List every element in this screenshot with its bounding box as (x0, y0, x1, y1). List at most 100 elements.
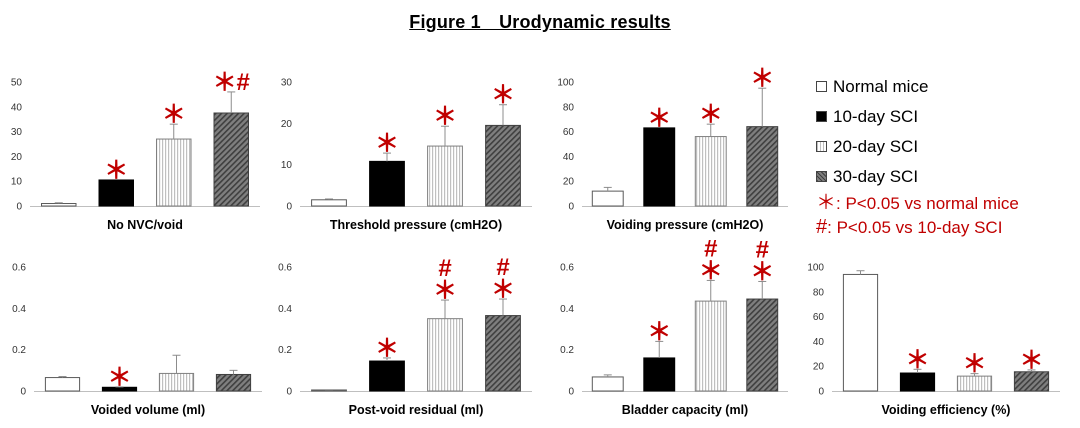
bar-chart-3: 0 20 40 60 80 100 ＊ ＊ ＊ Voiding pressure (cmH2O) (557, 65, 788, 232)
y-tick-label: 100 (557, 78, 574, 89)
legend-item-20-day-sci: 20-day SCI (816, 136, 1076, 158)
bar-30-day-sci (1013, 371, 1050, 392)
y-tick-label: 0.4 (278, 304, 292, 315)
significance-mark: ＊ (375, 335, 399, 362)
y-tick-label: 50 (11, 78, 23, 89)
y-tick-label: 20 (11, 152, 23, 163)
bar-30-day-sci (215, 373, 252, 392)
legend-label: 10-day SCI (833, 107, 919, 126)
bar-20-day-sci (427, 145, 463, 207)
y-tick-label: 100 (807, 263, 824, 274)
significance-mark: ＊ (963, 351, 987, 378)
bar-normal-mice (41, 203, 77, 207)
x-axis-label: Post-void residual (ml) (349, 403, 484, 417)
y-tick-label: 0.4 (12, 304, 26, 315)
bar-10-day-sci (369, 360, 405, 392)
significance-mark: ＊ (750, 65, 774, 92)
y-tick-label: 0.2 (278, 345, 292, 356)
y-tick-label: 0.6 (12, 263, 26, 274)
legend-label: 30-day SCI (833, 167, 919, 186)
significance-mark: ＊ (647, 318, 671, 345)
bar-normal-mice (44, 377, 81, 392)
bar-chart-4: 0 0.2 0.4 0.6 ＊ Voided volume (ml) (12, 263, 262, 417)
legend-item-normal-mice: Normal mice (816, 76, 1076, 98)
x-axis-label: Voiding efficiency (%) (882, 403, 1011, 417)
y-tick-label: 0.2 (560, 345, 574, 356)
bar-chart-7: 0 20 40 60 80 100 ＊ ＊ ＊ Voiding efficiency (%) (807, 263, 1060, 417)
x-axis-label: Threshold pressure (cmH2O) (330, 218, 502, 232)
significance-mark: # (496, 254, 509, 281)
significance-mark: ＊ (750, 258, 774, 285)
y-tick-label: 0 (568, 202, 574, 213)
significance-mark: ＊ (162, 101, 186, 128)
y-tick-label: 0 (818, 387, 824, 398)
y-tick-label: 20 (563, 177, 575, 188)
bar-10-day-sci (643, 357, 676, 392)
y-tick-label: 0.6 (560, 263, 574, 274)
significance-mark: # (756, 236, 769, 263)
legend-swatch-dark-hatch (816, 171, 827, 182)
bar-20-day-sci (694, 136, 727, 207)
y-tick-label: 10 (281, 160, 293, 171)
x-axis-label: No NVC/void (107, 218, 183, 232)
y-tick-label: 40 (11, 102, 23, 113)
bar-10-day-sci (369, 160, 405, 207)
y-tick-label: 0.4 (560, 304, 574, 315)
y-tick-label: 0.2 (12, 345, 26, 356)
hash-mark: # (816, 216, 828, 238)
y-tick-label: 30 (11, 127, 23, 138)
x-axis-label: Voided volume (ml) (91, 403, 205, 417)
y-tick-label: 20 (281, 119, 293, 130)
bar-chart-2: 0 10 20 30 ＊ ＊ ＊ Threshold pressure (cmH2O) (281, 78, 532, 232)
legend-item-10-day-sci: 10-day SCI (816, 106, 1076, 128)
figure-title: Figure 1 Urodynamic results (409, 12, 671, 32)
significance-mark: ＊ (491, 276, 515, 303)
y-tick-label: 0 (286, 202, 292, 213)
significance-mark: ＊ (433, 103, 457, 130)
bar-normal-mice (311, 199, 347, 207)
bar-30-day-sci (213, 112, 249, 207)
bar-normal-mice (842, 273, 879, 392)
legend-item-30-day-sci: 30-day SCI (816, 166, 1076, 188)
note-text: : P<0.05 vs normal mice (836, 194, 1019, 213)
significance-mark: ＊ (906, 346, 930, 373)
asterisk-mark: ＊ (816, 192, 836, 214)
significance-mark: ＊# (213, 69, 250, 96)
note-text: : P<0.05 vs 10-day SCI (827, 218, 1003, 237)
significance-note-10-day: #: P<0.05 vs 10-day SCI (816, 215, 1080, 239)
significance-mark: # (438, 255, 451, 282)
y-tick-label: 60 (563, 127, 575, 138)
significance-mark: ＊ (1020, 347, 1044, 374)
bar-10-day-sci (899, 372, 936, 392)
bar-20-day-sci (694, 300, 727, 392)
bar-30-day-sci (485, 315, 521, 392)
significance-mark: ＊ (375, 130, 399, 157)
significance-mark: ＊ (433, 277, 457, 304)
y-tick-label: 80 (563, 102, 575, 113)
y-tick-label: 0.6 (278, 263, 292, 274)
y-tick-label: 0 (16, 202, 22, 213)
y-tick-label: 20 (813, 362, 825, 373)
bar-10-day-sci (98, 179, 134, 207)
y-tick-label: 80 (813, 287, 825, 298)
significance-mark: ＊ (647, 105, 671, 132)
bar-20-day-sci (158, 372, 195, 392)
bar-30-day-sci (746, 126, 779, 207)
significance-mark: ＊ (108, 364, 132, 391)
legend-label: 20-day SCI (833, 137, 919, 156)
y-tick-label: 40 (813, 337, 825, 348)
y-tick-label: 60 (813, 312, 825, 323)
x-axis-label: Voiding pressure (cmH2O) (607, 218, 764, 232)
bar-chart-5: 00.20.40.6＊＊#＊#Post-void residual (ml) (278, 254, 532, 417)
bar-normal-mice (591, 190, 624, 207)
significance-mark: ＊ (491, 82, 515, 109)
significance-mark: # (704, 235, 717, 262)
legend-label: Normal mice (833, 77, 929, 96)
significance-mark: ＊ (699, 257, 723, 284)
bar-30-day-sci (746, 298, 779, 392)
legend-swatch-black (816, 111, 827, 122)
significance-note-normal: ＊: P<0.05 vs normal mice (816, 191, 1080, 215)
significance-mark: ＊ (699, 101, 723, 128)
